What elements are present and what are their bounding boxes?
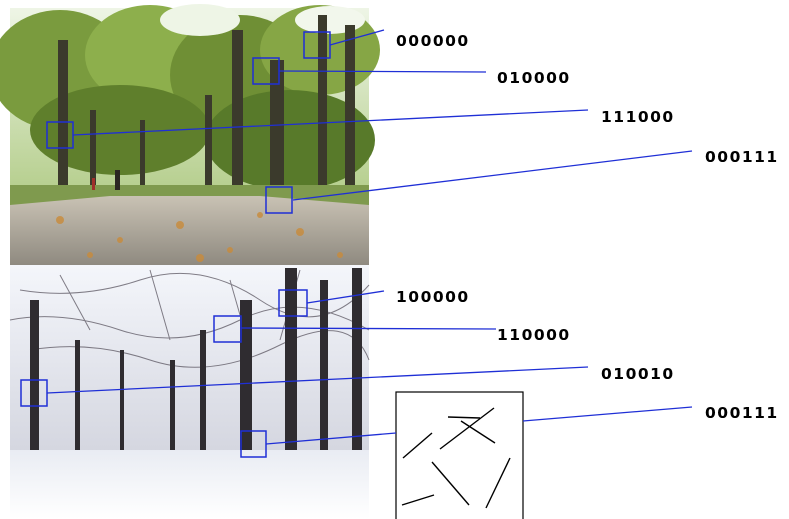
leader-inset xyxy=(522,406,693,422)
code-label-summer-4: 000111 xyxy=(705,148,779,166)
winter-branches xyxy=(9,269,370,368)
patch-box-summer-3 xyxy=(46,121,74,149)
summer-park-photo xyxy=(0,4,380,265)
leader-winter-3 xyxy=(46,366,589,394)
leader-winter-1 xyxy=(306,290,385,304)
leader-winter-2 xyxy=(240,327,497,330)
summer-trunks xyxy=(58,15,355,215)
leader-winter-4 xyxy=(265,432,397,445)
patch-boxes xyxy=(20,31,331,458)
summer-foliage xyxy=(0,4,380,190)
patch-box-winter-3 xyxy=(20,379,48,407)
patch-box-winter-2 xyxy=(213,315,242,343)
line-segments-icon xyxy=(395,391,524,519)
patch-box-winter-4 xyxy=(240,430,267,458)
patch-box-summer-1 xyxy=(303,31,331,59)
code-label-winter-4: 000111 xyxy=(705,404,779,422)
leader-summer-2 xyxy=(278,70,487,73)
leader-summer-1 xyxy=(329,29,385,46)
leader-summer-4 xyxy=(292,150,693,201)
fallen-leaves xyxy=(56,212,343,262)
code-label-summer-2: 010000 xyxy=(497,69,571,87)
summer-path xyxy=(10,196,369,265)
annotation-leaders xyxy=(46,29,693,445)
code-labels: 000000 010000 111000 000111 100000 11000… xyxy=(396,32,779,422)
walking-people xyxy=(92,170,120,190)
leader-summer-3 xyxy=(72,109,589,136)
code-label-winter-1: 100000 xyxy=(396,288,470,306)
patch-box-winter-1 xyxy=(278,289,308,317)
code-label-summer-3: 111000 xyxy=(601,108,675,126)
patch-box-summer-4 xyxy=(265,186,293,214)
code-label-winter-3: 010010 xyxy=(601,365,675,383)
code-label-summer-1: 000000 xyxy=(396,32,470,50)
winter-snow xyxy=(10,450,369,519)
patch-box-summer-2 xyxy=(252,57,280,85)
code-label-winter-2: 110000 xyxy=(497,326,571,344)
